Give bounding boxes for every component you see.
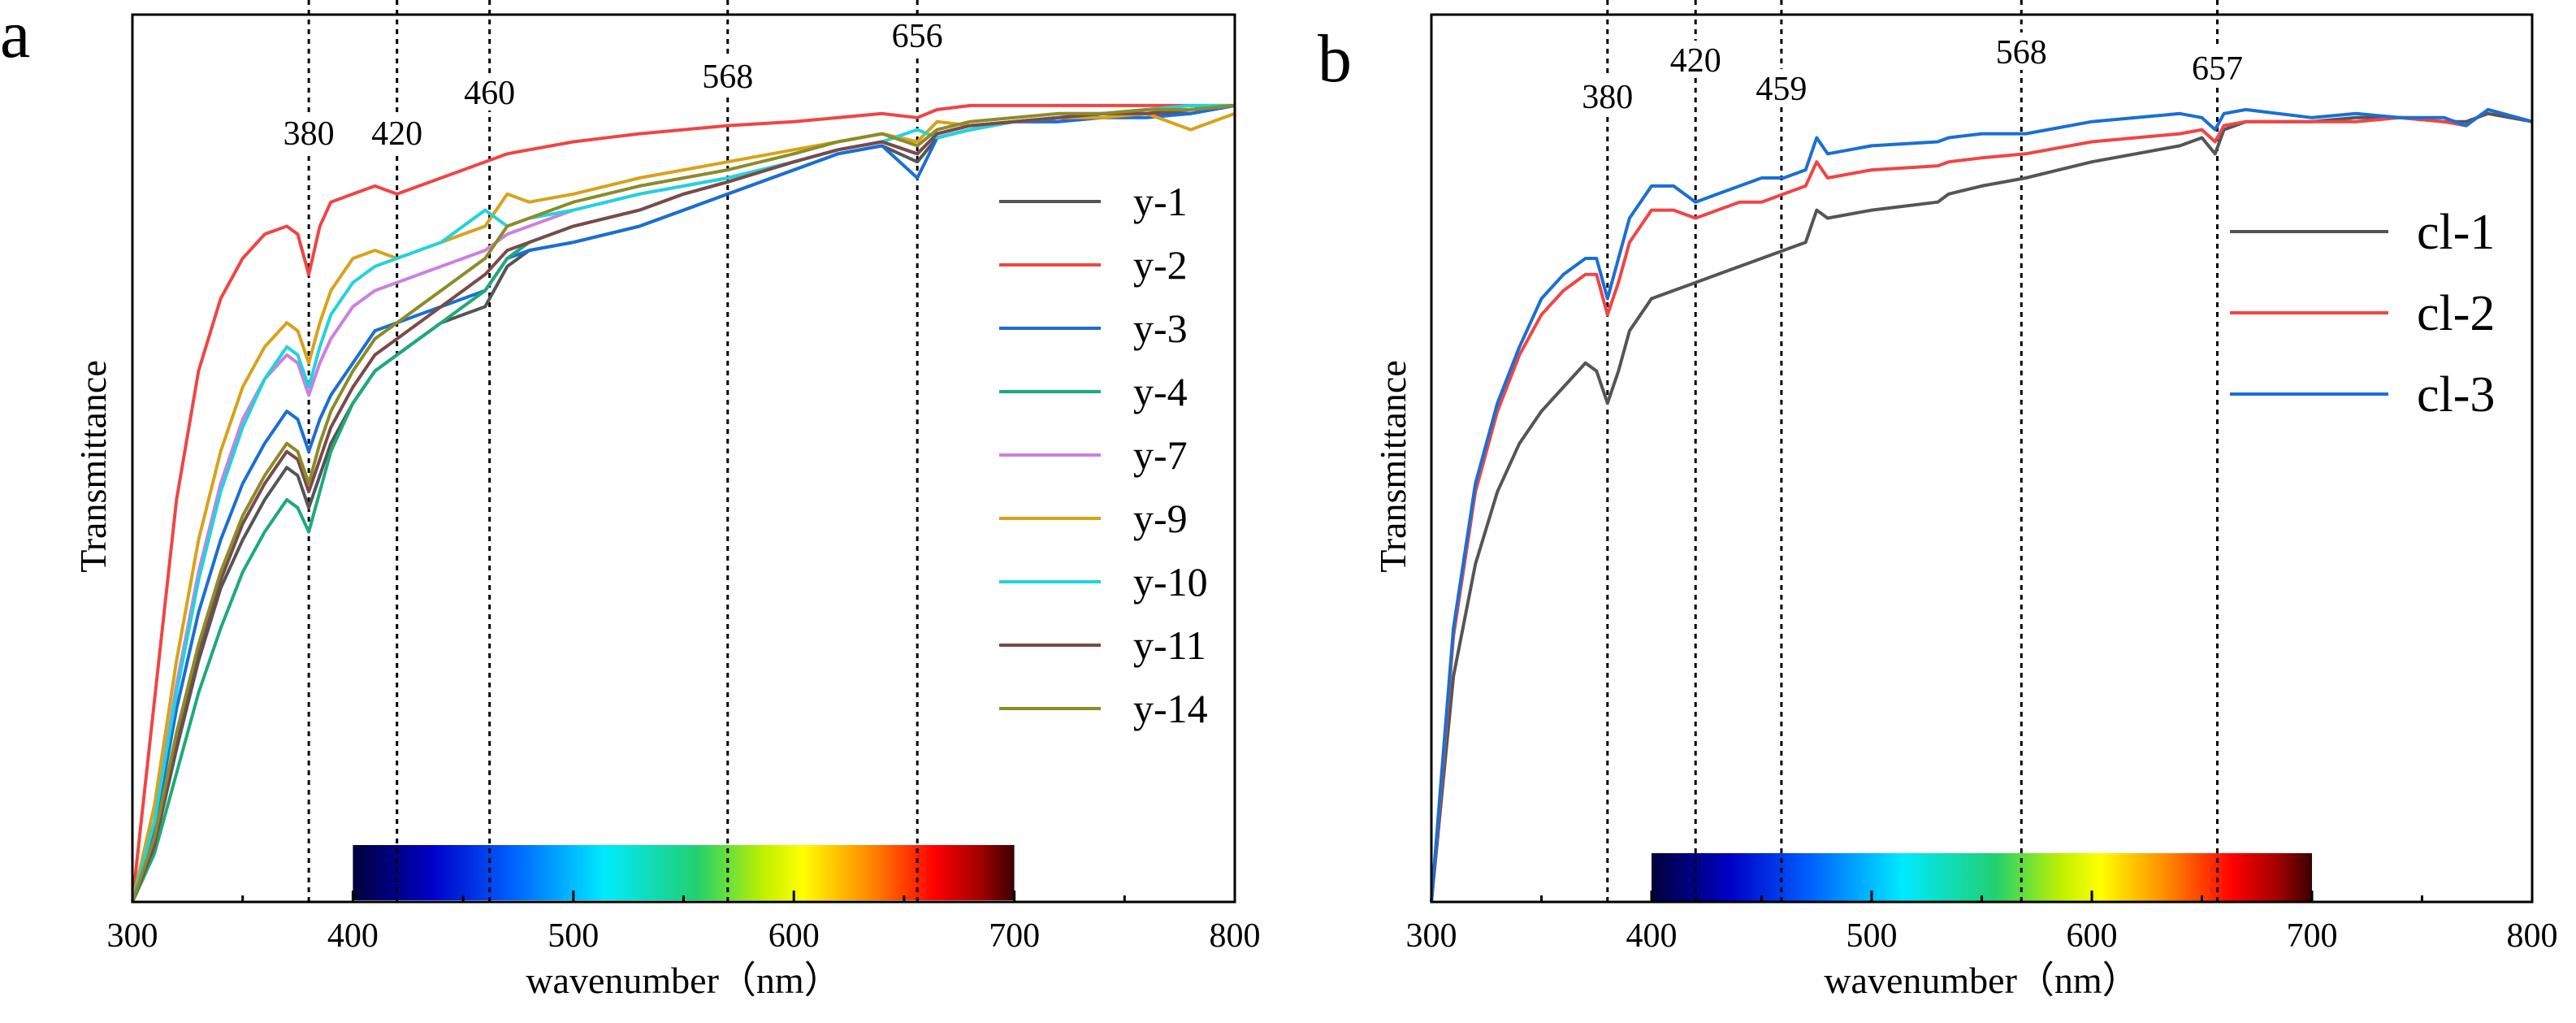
annotation-label: 459 (1756, 71, 1807, 108)
x-tick-label: 800 (1210, 917, 1261, 955)
legend-label-y-14: y-14 (1133, 686, 1208, 731)
annotation-label-bg (883, 16, 952, 54)
annotation-label-bg (362, 114, 431, 151)
panel-a: a 380 420 460 568 656 300 400 500 600 700 800 wavenu… (0, 0, 1261, 1001)
legend-label-y-1: y-1 (1133, 179, 1188, 224)
x-tick-label: 600 (768, 917, 820, 955)
legend-label-cl-2: cl-2 (2417, 286, 2495, 341)
legend-label-y-9: y-9 (1133, 496, 1188, 541)
x-axis-label: wavenumber（nm） (1824, 960, 2139, 1001)
annotation-label: 657 (2192, 50, 2243, 88)
series-line-y-1 (131, 103, 1236, 903)
annotation-label: 568 (1996, 34, 2047, 72)
series-line-y-10 (131, 103, 1235, 903)
legend-label-cl-1: cl-1 (2417, 205, 2495, 260)
annotation-label-bg (1661, 41, 1730, 78)
annotation-label: 380 (1582, 79, 1633, 116)
legend-label-cl-3: cl-3 (2417, 367, 2495, 423)
spectrum-colorbar (353, 845, 1015, 900)
annotation-label-bg (275, 114, 344, 151)
x-tick-label: 300 (1406, 917, 1457, 955)
y-axis-label: Transmittance (1372, 360, 1414, 573)
x-tick-label: 400 (1626, 917, 1678, 955)
annotation-label: 460 (464, 75, 515, 112)
x-tick-label: 800 (2507, 917, 2558, 955)
legend-label-y-11: y-11 (1133, 622, 1206, 668)
series-line-y-3 (131, 103, 1236, 903)
series-line-y-7 (131, 103, 1236, 903)
legend-label-y-2: y-2 (1133, 242, 1188, 288)
annotation-label: 568 (702, 59, 753, 96)
annotation-label-bg (1573, 77, 1642, 115)
series-line-y-2 (131, 103, 1235, 903)
legend-label-y-3: y-3 (1133, 306, 1188, 351)
annotation-label-bg (1987, 33, 2056, 70)
series-line-cl-3 (1430, 107, 2533, 903)
x-tick-label: 700 (989, 917, 1040, 955)
panel-label: b (1318, 21, 1352, 97)
series-line-cl-2 (1430, 107, 2533, 903)
x-tick-label: 500 (1846, 917, 1898, 955)
annotation-label: 380 (284, 115, 335, 153)
x-tick-label: 300 (107, 917, 158, 955)
series-line-y-4 (131, 103, 1236, 903)
legend-label-y-7: y-7 (1133, 432, 1188, 478)
x-axis-label: wavenumber（nm） (526, 960, 841, 1001)
annotation-label: 656 (892, 18, 943, 55)
x-tick-label: 500 (548, 917, 599, 955)
x-tick-label: 400 (327, 917, 379, 955)
series-line-y-14 (131, 103, 1236, 903)
legend-label-y-4: y-4 (1133, 369, 1188, 414)
legend-label-y-10: y-10 (1133, 559, 1208, 605)
spectrum-colorbar (1652, 853, 2312, 902)
annotation-label-bg (693, 57, 762, 94)
panel-label: a (0, 0, 30, 72)
annotation-label: 420 (1670, 42, 1721, 80)
annotation-label-bg (455, 73, 524, 111)
series-line-y-11 (131, 103, 1236, 903)
annotation-label-bg (2183, 49, 2252, 86)
x-tick-label: 700 (2287, 917, 2338, 955)
annotation-label: 420 (371, 115, 422, 153)
x-tick-label: 600 (2067, 917, 2118, 955)
panel-b: b 380 420 459 568 657 300 400 500 600 700 800 wavenu… (1318, 0, 2558, 1001)
annotation-label-bg (1747, 69, 1816, 106)
plot-frame (1430, 13, 2534, 904)
y-axis-label: Transmittance (72, 360, 114, 573)
